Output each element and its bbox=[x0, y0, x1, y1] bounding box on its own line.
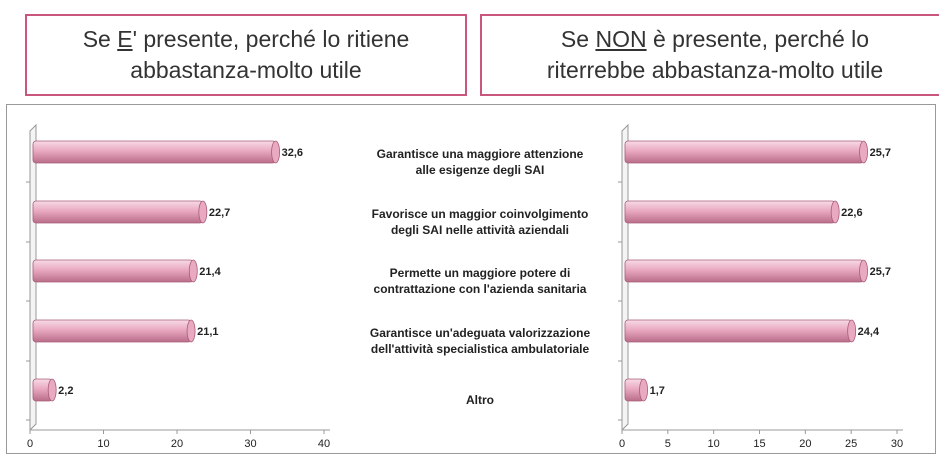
bar-cap bbox=[47, 378, 57, 402]
bar bbox=[32, 319, 192, 343]
value-label: 1,7 bbox=[650, 385, 665, 397]
bar bbox=[32, 200, 204, 224]
bar-cap bbox=[847, 319, 857, 343]
bar bbox=[624, 200, 836, 224]
title: riterrebbe abbastanza-molto utile bbox=[546, 57, 884, 83]
x-tick-label: 40 bbox=[318, 438, 330, 450]
bar bbox=[32, 140, 277, 164]
title: abbastanza-molto utile bbox=[130, 57, 362, 83]
title: Se bbox=[560, 26, 596, 52]
title: Se bbox=[82, 26, 118, 52]
value-label: 2,2 bbox=[58, 385, 73, 397]
title-box: Se E' presente, perché lo ritiene abbast… bbox=[25, 14, 467, 96]
x-tick-label: 0 bbox=[27, 438, 33, 450]
title: E bbox=[117, 26, 133, 52]
x-tick-label: 15 bbox=[753, 438, 765, 450]
x-tick-label: 30 bbox=[244, 438, 256, 450]
value-label: 21,1 bbox=[197, 326, 218, 338]
x-tick-label: 20 bbox=[799, 438, 811, 450]
bar bbox=[624, 319, 853, 343]
value-label: 32,6 bbox=[282, 147, 303, 159]
bar-cap bbox=[859, 259, 868, 283]
bar-cap bbox=[639, 378, 648, 402]
bar-cap bbox=[188, 259, 198, 283]
value-label: 22,7 bbox=[209, 207, 230, 219]
bar-cap bbox=[859, 140, 868, 164]
title: NON bbox=[595, 26, 647, 52]
title-box: Se NON è presente, perché lo riterrebbe … bbox=[480, 14, 939, 96]
bar-cap bbox=[830, 200, 840, 224]
x-tick-label: 0 bbox=[619, 438, 625, 450]
value-label: 22,6 bbox=[841, 207, 862, 219]
value-label: 25,7 bbox=[870, 147, 891, 159]
bar-cap bbox=[271, 140, 281, 164]
category-label: Garantisce una maggiore attenzione alle … bbox=[376, 147, 584, 177]
x-tick-label: 10 bbox=[708, 438, 720, 450]
category-label: Permette un maggiore potere di contratta… bbox=[373, 266, 587, 296]
bar bbox=[624, 259, 864, 283]
value-label: 24,4 bbox=[858, 326, 880, 338]
value-label: 21,4 bbox=[199, 266, 221, 278]
frame bbox=[6, 104, 936, 454]
title: ' presente, perché lo ritiene bbox=[132, 26, 410, 52]
x-tick-label: 5 bbox=[665, 438, 671, 450]
title: è presente, perché lo bbox=[646, 26, 870, 52]
bar-cap bbox=[186, 319, 196, 343]
bar-cap bbox=[198, 200, 208, 224]
x-tick-label: 25 bbox=[845, 438, 857, 450]
value-label: 25,7 bbox=[870, 266, 891, 278]
x-tick-label: 10 bbox=[97, 438, 109, 450]
category-label: Altro bbox=[466, 393, 494, 407]
category-label: Favorisce un maggior coinvolgimento degl… bbox=[371, 207, 589, 237]
bar bbox=[32, 259, 194, 283]
category-label: Garantisce un'adeguata valorizzazione de… bbox=[369, 326, 591, 356]
x-tick-label: 30 bbox=[891, 438, 903, 450]
x-tick-label: 20 bbox=[171, 438, 183, 450]
bar bbox=[624, 140, 864, 164]
